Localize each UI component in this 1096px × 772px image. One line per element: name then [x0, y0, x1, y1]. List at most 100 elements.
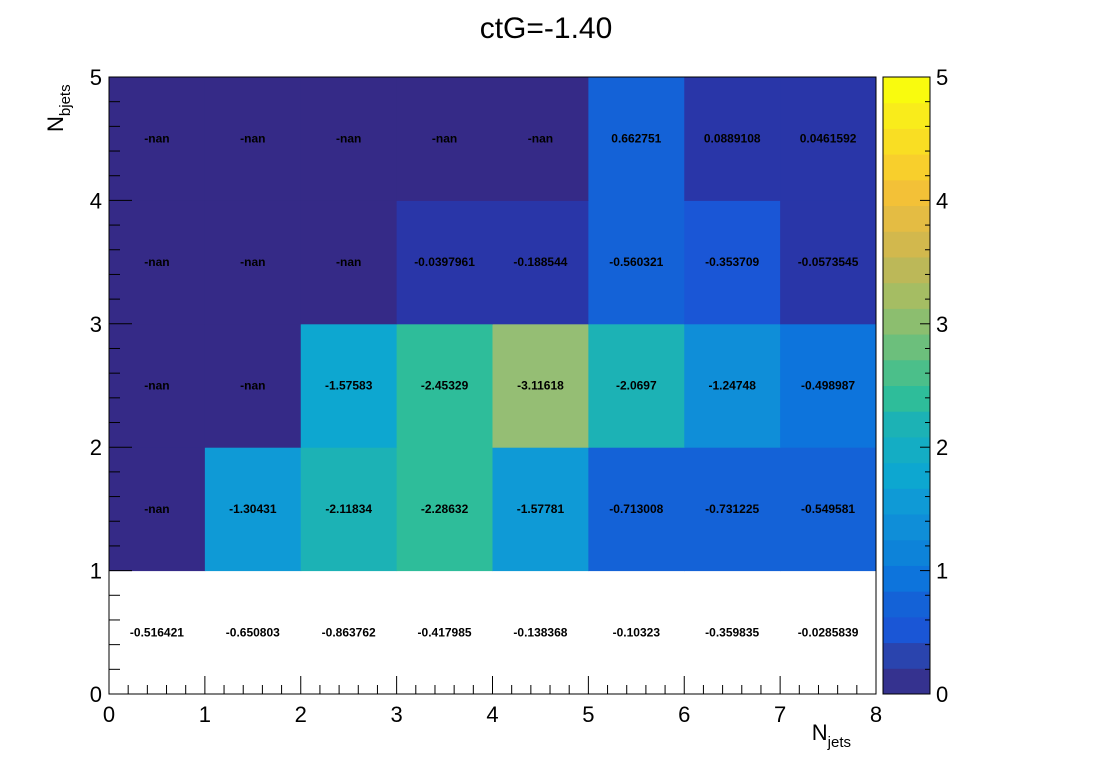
cell-value-label: -nan — [336, 132, 361, 146]
heatmap-cell — [396, 570, 493, 695]
heatmap-cell — [204, 447, 302, 572]
heatmap-cell — [109, 570, 206, 695]
y-axis-title-sub: bjets — [57, 84, 74, 116]
x-tick-label: 6 — [678, 702, 690, 727]
heatmap-cell — [300, 200, 398, 325]
heatmap-cell — [204, 77, 302, 201]
cell-value-label: -0.560321 — [609, 255, 663, 269]
chart-title: ctG=-1.40 — [480, 12, 613, 45]
heatmap-cell — [588, 77, 685, 201]
heatmap-cell — [588, 570, 685, 695]
cell-value-label: -2.28632 — [421, 502, 469, 516]
heatmap-cell — [780, 77, 877, 201]
palette-tick-label: 5 — [936, 65, 948, 90]
color-scale: 0 1 2 3 4 5 — [882, 65, 948, 707]
cell-value-label: -0.516421 — [130, 625, 184, 639]
cell-value-label: -0.549581 — [801, 502, 855, 516]
heatmap-cell — [492, 570, 589, 695]
palette-swatch — [883, 514, 930, 541]
palette-swatch — [883, 616, 930, 644]
cell-value-label: -nan — [144, 502, 169, 516]
heatmap-cell — [684, 570, 781, 695]
cell-value-label: -0.0285839 — [798, 625, 859, 639]
palette-swatch — [883, 256, 930, 284]
y-tick-label: 1 — [90, 559, 102, 584]
heatmap-cell — [300, 570, 398, 695]
cell-value-label: -0.138368 — [513, 625, 567, 639]
cell-value-label: -0.0397961 — [414, 255, 475, 269]
heatmap-cell — [204, 570, 302, 695]
cell-value-label: -1.57583 — [325, 379, 373, 393]
palette-swatch — [883, 411, 930, 438]
x-tick-label: 2 — [295, 702, 307, 727]
cell-value-label: -0.498987 — [801, 379, 855, 393]
x-axis-title-main: N — [812, 720, 828, 745]
palette-swatch — [883, 128, 930, 155]
x-axis-title-sub: jets — [827, 734, 851, 751]
cell-value-label: -0.417985 — [418, 625, 472, 639]
palette-swatch — [883, 231, 930, 258]
heatmap-cell — [780, 323, 877, 448]
heatmap-cell — [109, 200, 206, 325]
cell-value-label: 0.0889108 — [704, 132, 761, 146]
heatmap-cell — [492, 200, 589, 325]
y-tick-label: 4 — [90, 188, 102, 213]
cell-value-label: -nan — [240, 379, 265, 393]
x-tick-label: 1 — [199, 702, 211, 727]
heatmap-cell — [684, 77, 781, 201]
y-tick-label: 5 — [90, 65, 102, 90]
palette-tick-label: 2 — [936, 435, 948, 460]
heatmap-cell — [300, 77, 398, 201]
heatmap-cell — [109, 77, 206, 201]
heatmap-cell — [300, 447, 398, 572]
palette-tick-label: 0 — [936, 682, 948, 707]
heatmap-cell — [684, 323, 781, 448]
y-axis-title-main: N — [43, 116, 68, 132]
x-tick-label: 8 — [870, 702, 882, 727]
cell-value-label: -nan — [432, 132, 457, 146]
cell-value-label: -0.353709 — [705, 255, 759, 269]
palette-swatch — [883, 488, 930, 515]
cell-value-label: -nan — [240, 132, 265, 146]
palette-swatch — [883, 642, 930, 669]
palette-swatch — [883, 154, 930, 181]
heatmap-cell — [492, 77, 589, 201]
heatmap-cell — [780, 570, 877, 695]
heatmap-cell — [684, 447, 781, 572]
cell-value-label: 0.0461592 — [800, 132, 857, 146]
heatmap-cell — [109, 447, 206, 572]
palette-swatch — [883, 462, 930, 489]
cell-value-label: -nan — [144, 255, 169, 269]
cell-value-label: -0.10323 — [613, 625, 661, 639]
heatmap-cell — [588, 200, 685, 325]
heatmap-cell — [780, 447, 877, 572]
palette-swatch — [883, 385, 930, 412]
heatmap-cell — [780, 200, 877, 325]
axis-ticks: 0 1 2 3 4 5 6 7 8 0 1 2 3 4 5 — [90, 65, 882, 727]
heatmap-cell — [684, 200, 781, 325]
heatmap-cell — [204, 323, 302, 448]
cell-value-label: -0.863762 — [322, 625, 376, 639]
cell-value-label: -3.11618 — [517, 379, 564, 393]
cell-value-label: -0.188544 — [513, 255, 567, 269]
palette-swatch — [883, 102, 930, 129]
x-tick-label: 0 — [103, 702, 115, 727]
palette-frame — [882, 76, 931, 695]
palette-swatch — [883, 436, 930, 464]
cell-value-label: -nan — [528, 132, 553, 146]
cell-value-label: 0.662751 — [611, 132, 661, 146]
cell-value-label: -nan — [144, 379, 169, 393]
y-tick-label: 2 — [90, 435, 102, 460]
palette-swatch — [883, 308, 930, 335]
palette-swatch — [883, 668, 930, 695]
cell-value-label: -0.731225 — [705, 502, 759, 516]
cell-value-label: -0.359835 — [705, 625, 759, 639]
heatmap-cell — [204, 200, 302, 325]
x-tick-label: 7 — [774, 702, 786, 727]
x-axis-title: Njets — [812, 720, 851, 751]
cell-value-label: -1.30431 — [229, 502, 277, 516]
cell-value-label: -2.45329 — [421, 379, 469, 393]
palette-tick-label: 1 — [936, 559, 948, 584]
x-tick-label: 4 — [486, 702, 498, 727]
